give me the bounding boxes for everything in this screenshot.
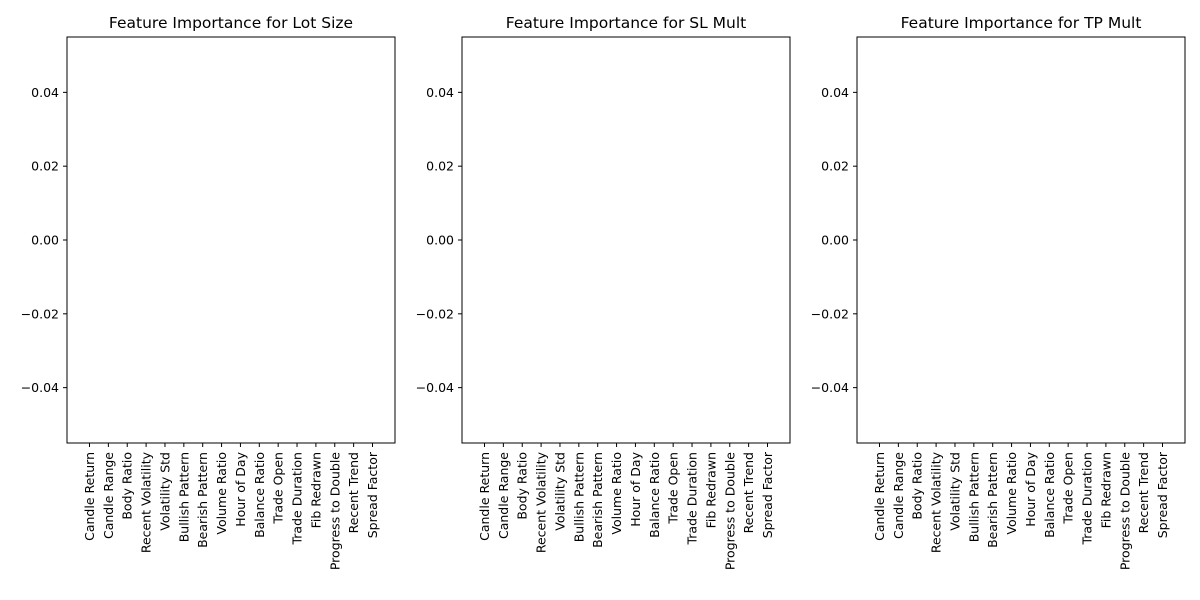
x-tick-label: Bearish Pattern (590, 452, 605, 548)
x-tick-label: Recent Trend (346, 452, 361, 533)
x-tick-label: Recent Trend (1136, 452, 1151, 533)
y-tick-label: 0.02 (821, 159, 849, 174)
x-tick-label: Spread Factor (760, 451, 775, 538)
x-tick-label: Fib Redrawn (308, 452, 323, 528)
y-tick-label: −0.04 (416, 380, 454, 395)
x-tick-label: Trade Open (666, 452, 681, 525)
x-tick-label: Recent Trend (741, 452, 756, 533)
x-tick-label: Balance Ratio (1042, 452, 1057, 538)
x-tick-label: Candle Range (891, 452, 906, 539)
x-tick-label: Balance Ratio (647, 452, 662, 538)
x-tick-label: Volatility Std (947, 452, 962, 531)
x-tick-label: Trade Duration (290, 452, 305, 546)
plot-area-frame (461, 36, 791, 444)
x-tick-label: Body Ratio (120, 452, 135, 520)
y-tick-label: 0.02 (426, 159, 454, 174)
y-tick-label: −0.04 (811, 380, 849, 395)
x-tick-label: Candle Range (496, 452, 511, 539)
x-tick-label: Candle Return (477, 452, 492, 541)
y-tick-label: 0.04 (31, 85, 59, 100)
y-tick-label: 0.04 (426, 85, 454, 100)
x-tick-label: Body Ratio (910, 452, 925, 520)
x-tick-label: Trade Duration (1080, 452, 1095, 546)
x-tick-label: Spread Factor (365, 451, 380, 538)
x-tick-label: Fib Redrawn (1098, 452, 1113, 528)
chart-title: Feature Importance for TP Mult (901, 14, 1142, 32)
x-tick-label: Trade Open (1061, 452, 1076, 525)
x-tick-label: Bearish Pattern (985, 452, 1000, 548)
x-tick-label: Recent Volatility (929, 451, 944, 553)
x-tick-label: Candle Return (872, 452, 887, 541)
x-tick-label: Recent Volatility (534, 451, 549, 553)
x-tick-label: Recent Volatility (139, 451, 154, 553)
x-tick-label: Volume Ratio (609, 452, 624, 535)
y-tick-label: −0.02 (21, 306, 59, 321)
x-tick-label: Balance Ratio (252, 452, 267, 538)
x-tick-label: Volume Ratio (214, 452, 229, 535)
x-tick-label: Fib Redrawn (703, 452, 718, 528)
chart-title: Feature Importance for Lot Size (109, 14, 353, 32)
x-tick-label: Progress to Double (722, 452, 737, 570)
chart-panel-2: Feature Importance for SL Mult 0.04 0.02 0.… (416, 14, 791, 570)
y-tick-label: 0.02 (31, 159, 59, 174)
chart-panel-1: Feature Importance for Lot Size 0.04 0.02 0… (21, 14, 396, 570)
y-tick-label: −0.02 (811, 306, 849, 321)
x-tick-label: Bullish Pattern (176, 452, 191, 542)
x-tick-label: Spread Factor (1155, 451, 1170, 538)
plot-area-frame (856, 36, 1186, 444)
y-tick-label: 0.00 (426, 233, 454, 248)
plot-area-frame (66, 36, 396, 444)
y-tick-label: 0.00 (31, 233, 59, 248)
x-tick-label: Hour of Day (1023, 451, 1038, 526)
x-tick-label: Candle Return (82, 452, 97, 541)
x-tick-label: Trade Duration (685, 452, 700, 546)
x-tick-label: Volume Ratio (1004, 452, 1019, 535)
y-tick-label: −0.02 (416, 306, 454, 321)
x-tick-label: Bullish Pattern (966, 452, 981, 542)
x-tick-label: Candle Range (101, 452, 116, 539)
y-tick-label: 0.04 (821, 85, 849, 100)
x-tick-label: Bearish Pattern (195, 452, 210, 548)
x-tick-label: Trade Open (271, 452, 286, 525)
x-tick-label: Volatility Std (552, 452, 567, 531)
x-tick-label: Hour of Day (628, 451, 643, 526)
x-tick-label: Body Ratio (515, 452, 530, 520)
y-tick-label: 0.00 (821, 233, 849, 248)
x-tick-label: Hour of Day (233, 451, 248, 526)
x-tick-label: Bullish Pattern (571, 452, 586, 542)
x-tick-label: Volatility Std (157, 452, 172, 531)
x-tick-label: Progress to Double (1117, 452, 1132, 570)
chart-panel-3: Feature Importance for TP Mult 0.04 0.02 0.… (811, 14, 1186, 570)
y-tick-label: −0.04 (21, 380, 59, 395)
x-tick-label: Progress to Double (327, 452, 342, 570)
chart-title: Feature Importance for SL Mult (506, 14, 746, 32)
